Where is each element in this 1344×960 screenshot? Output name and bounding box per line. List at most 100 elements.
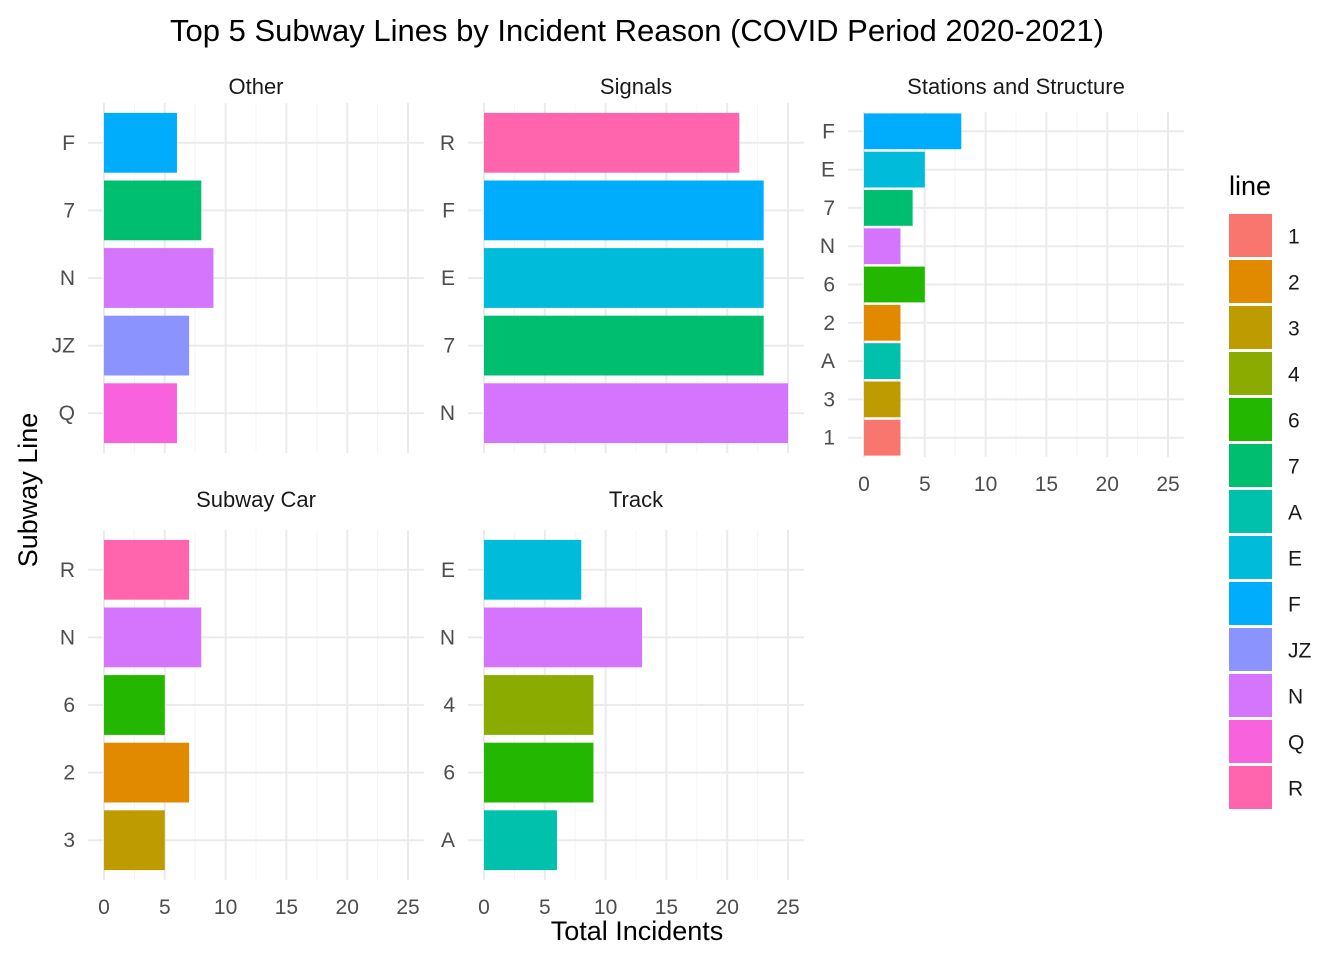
- bar-F: [484, 180, 764, 241]
- bar-3: [104, 810, 165, 871]
- legend-key-swatch: [1229, 398, 1272, 441]
- legend-key-swatch: [1229, 628, 1272, 671]
- y-tick-label: 2: [63, 762, 75, 785]
- bar-JZ: [104, 315, 190, 376]
- x-tick-label: 10: [594, 896, 617, 919]
- panel-track: Track E N 4 6 A 0 5 10 15 20 25: [440, 487, 804, 919]
- panel-signals: Signals R F E 7 N: [440, 74, 804, 453]
- bar-R: [484, 112, 740, 173]
- y-tick-label: N: [60, 626, 75, 649]
- legend-item-A: A: [1229, 490, 1302, 533]
- legend-item-F: F: [1229, 582, 1301, 625]
- legend-item-R: R: [1229, 766, 1303, 809]
- y-tick-label: R: [440, 132, 455, 155]
- facet-strip-label: Other: [228, 74, 283, 99]
- y-tick-label: 2: [823, 312, 835, 335]
- x-tick-label: 0: [858, 473, 870, 496]
- x-tick-label: 20: [716, 896, 739, 919]
- legend-label: 1: [1288, 226, 1300, 249]
- panel-stations-and-structure: Stations and Structure FE 7 N 6 2 A 3 10 5 10 15 20 2…: [820, 74, 1184, 496]
- legend: line 1 2 3 4 6 7 AEF JZ NQR: [1229, 171, 1312, 809]
- legend-key-swatch: [1229, 306, 1272, 349]
- bar-Q: [104, 383, 177, 444]
- y-tick-label: 3: [823, 388, 835, 411]
- bar-7: [864, 190, 913, 226]
- x-tick-label: 0: [478, 896, 490, 919]
- bar-A: [484, 810, 557, 871]
- legend-item-E: E: [1229, 536, 1302, 579]
- x-tick-label: 15: [1035, 473, 1058, 496]
- y-tick-label: N: [60, 267, 75, 290]
- legend-label: 6: [1288, 410, 1300, 433]
- legend-label: 3: [1288, 318, 1300, 341]
- chart-title: Top 5 Subway Lines by Incident Reason (C…: [170, 13, 1104, 48]
- x-tick-label: 5: [539, 896, 551, 919]
- y-tick-label: 3: [63, 829, 75, 852]
- y-tick-label: 6: [63, 694, 75, 717]
- x-tick-label: 0: [98, 896, 110, 919]
- facet-strip-label: Signals: [600, 74, 672, 99]
- panel-subway-car: Subway Car R N 6 2 3 0 5 10 15 20 25: [60, 487, 424, 919]
- legend-label: F: [1288, 594, 1301, 617]
- legend-key-swatch: [1229, 582, 1272, 625]
- x-tick-label: 15: [275, 896, 298, 919]
- legend-item-N: N: [1229, 674, 1303, 717]
- bar-E: [864, 151, 925, 188]
- facet-strip-label: Track: [609, 487, 664, 512]
- legend-title: line: [1229, 171, 1271, 201]
- bar-7: [104, 180, 202, 241]
- y-tick-label: 7: [443, 335, 455, 358]
- legend-label: E: [1288, 548, 1302, 571]
- bar-N: [484, 607, 643, 668]
- legend-key-swatch: [1229, 352, 1272, 395]
- x-tick-label: 20: [1096, 473, 1119, 496]
- legend-key-swatch: [1229, 444, 1272, 487]
- y-tick-label: E: [441, 267, 455, 290]
- legend-label: JZ: [1288, 640, 1312, 663]
- legend-key-swatch: [1229, 720, 1272, 763]
- bar-1: [864, 419, 901, 456]
- panel-other: Other F 7 N JZ Q: [52, 74, 424, 453]
- x-tick-label: 15: [655, 896, 678, 919]
- bar-F: [104, 112, 177, 173]
- bar-6: [864, 266, 925, 303]
- legend-label: Q: [1288, 732, 1304, 755]
- x-tick-label: 10: [214, 896, 237, 919]
- bar-6: [104, 675, 165, 735]
- y-tick-label: E: [441, 559, 455, 582]
- legend-key-swatch: [1229, 260, 1272, 303]
- y-tick-label: N: [440, 626, 455, 649]
- y-tick-label: Q: [59, 402, 75, 425]
- y-tick-label: A: [441, 829, 455, 852]
- y-tick-label: 6: [823, 274, 835, 297]
- x-tick-label: 25: [1156, 473, 1179, 496]
- legend-key-swatch: [1229, 214, 1272, 257]
- bar-N: [864, 228, 901, 265]
- bar-N: [104, 248, 214, 308]
- x-tick-label: 20: [336, 896, 359, 919]
- legend-label: 2: [1288, 272, 1300, 295]
- legend-item-2: 2: [1229, 260, 1300, 303]
- legend-item-Q: Q: [1229, 720, 1304, 763]
- facet-strip-label: Subway Car: [196, 487, 316, 512]
- legend-item-4: 4: [1229, 352, 1300, 395]
- y-tick-label: JZ: [52, 335, 76, 358]
- y-tick-label: F: [442, 199, 455, 222]
- bar-R: [104, 539, 190, 600]
- bar-E: [484, 539, 582, 600]
- y-tick-label: F: [62, 132, 75, 155]
- y-tick-label: 7: [63, 199, 75, 222]
- y-tick-label: E: [821, 159, 835, 182]
- legend-label: R: [1288, 778, 1303, 801]
- y-tick-label: F: [822, 120, 835, 143]
- facet-strip-label: Stations and Structure: [907, 74, 1125, 99]
- legend-item-6: 6: [1229, 398, 1300, 441]
- legend-label: 7: [1288, 456, 1300, 479]
- legend-key-swatch: [1229, 674, 1272, 717]
- bar-7: [484, 315, 764, 376]
- y-tick-label: 1: [823, 427, 835, 450]
- x-tick-label: 5: [159, 896, 171, 919]
- bar-2: [104, 742, 190, 803]
